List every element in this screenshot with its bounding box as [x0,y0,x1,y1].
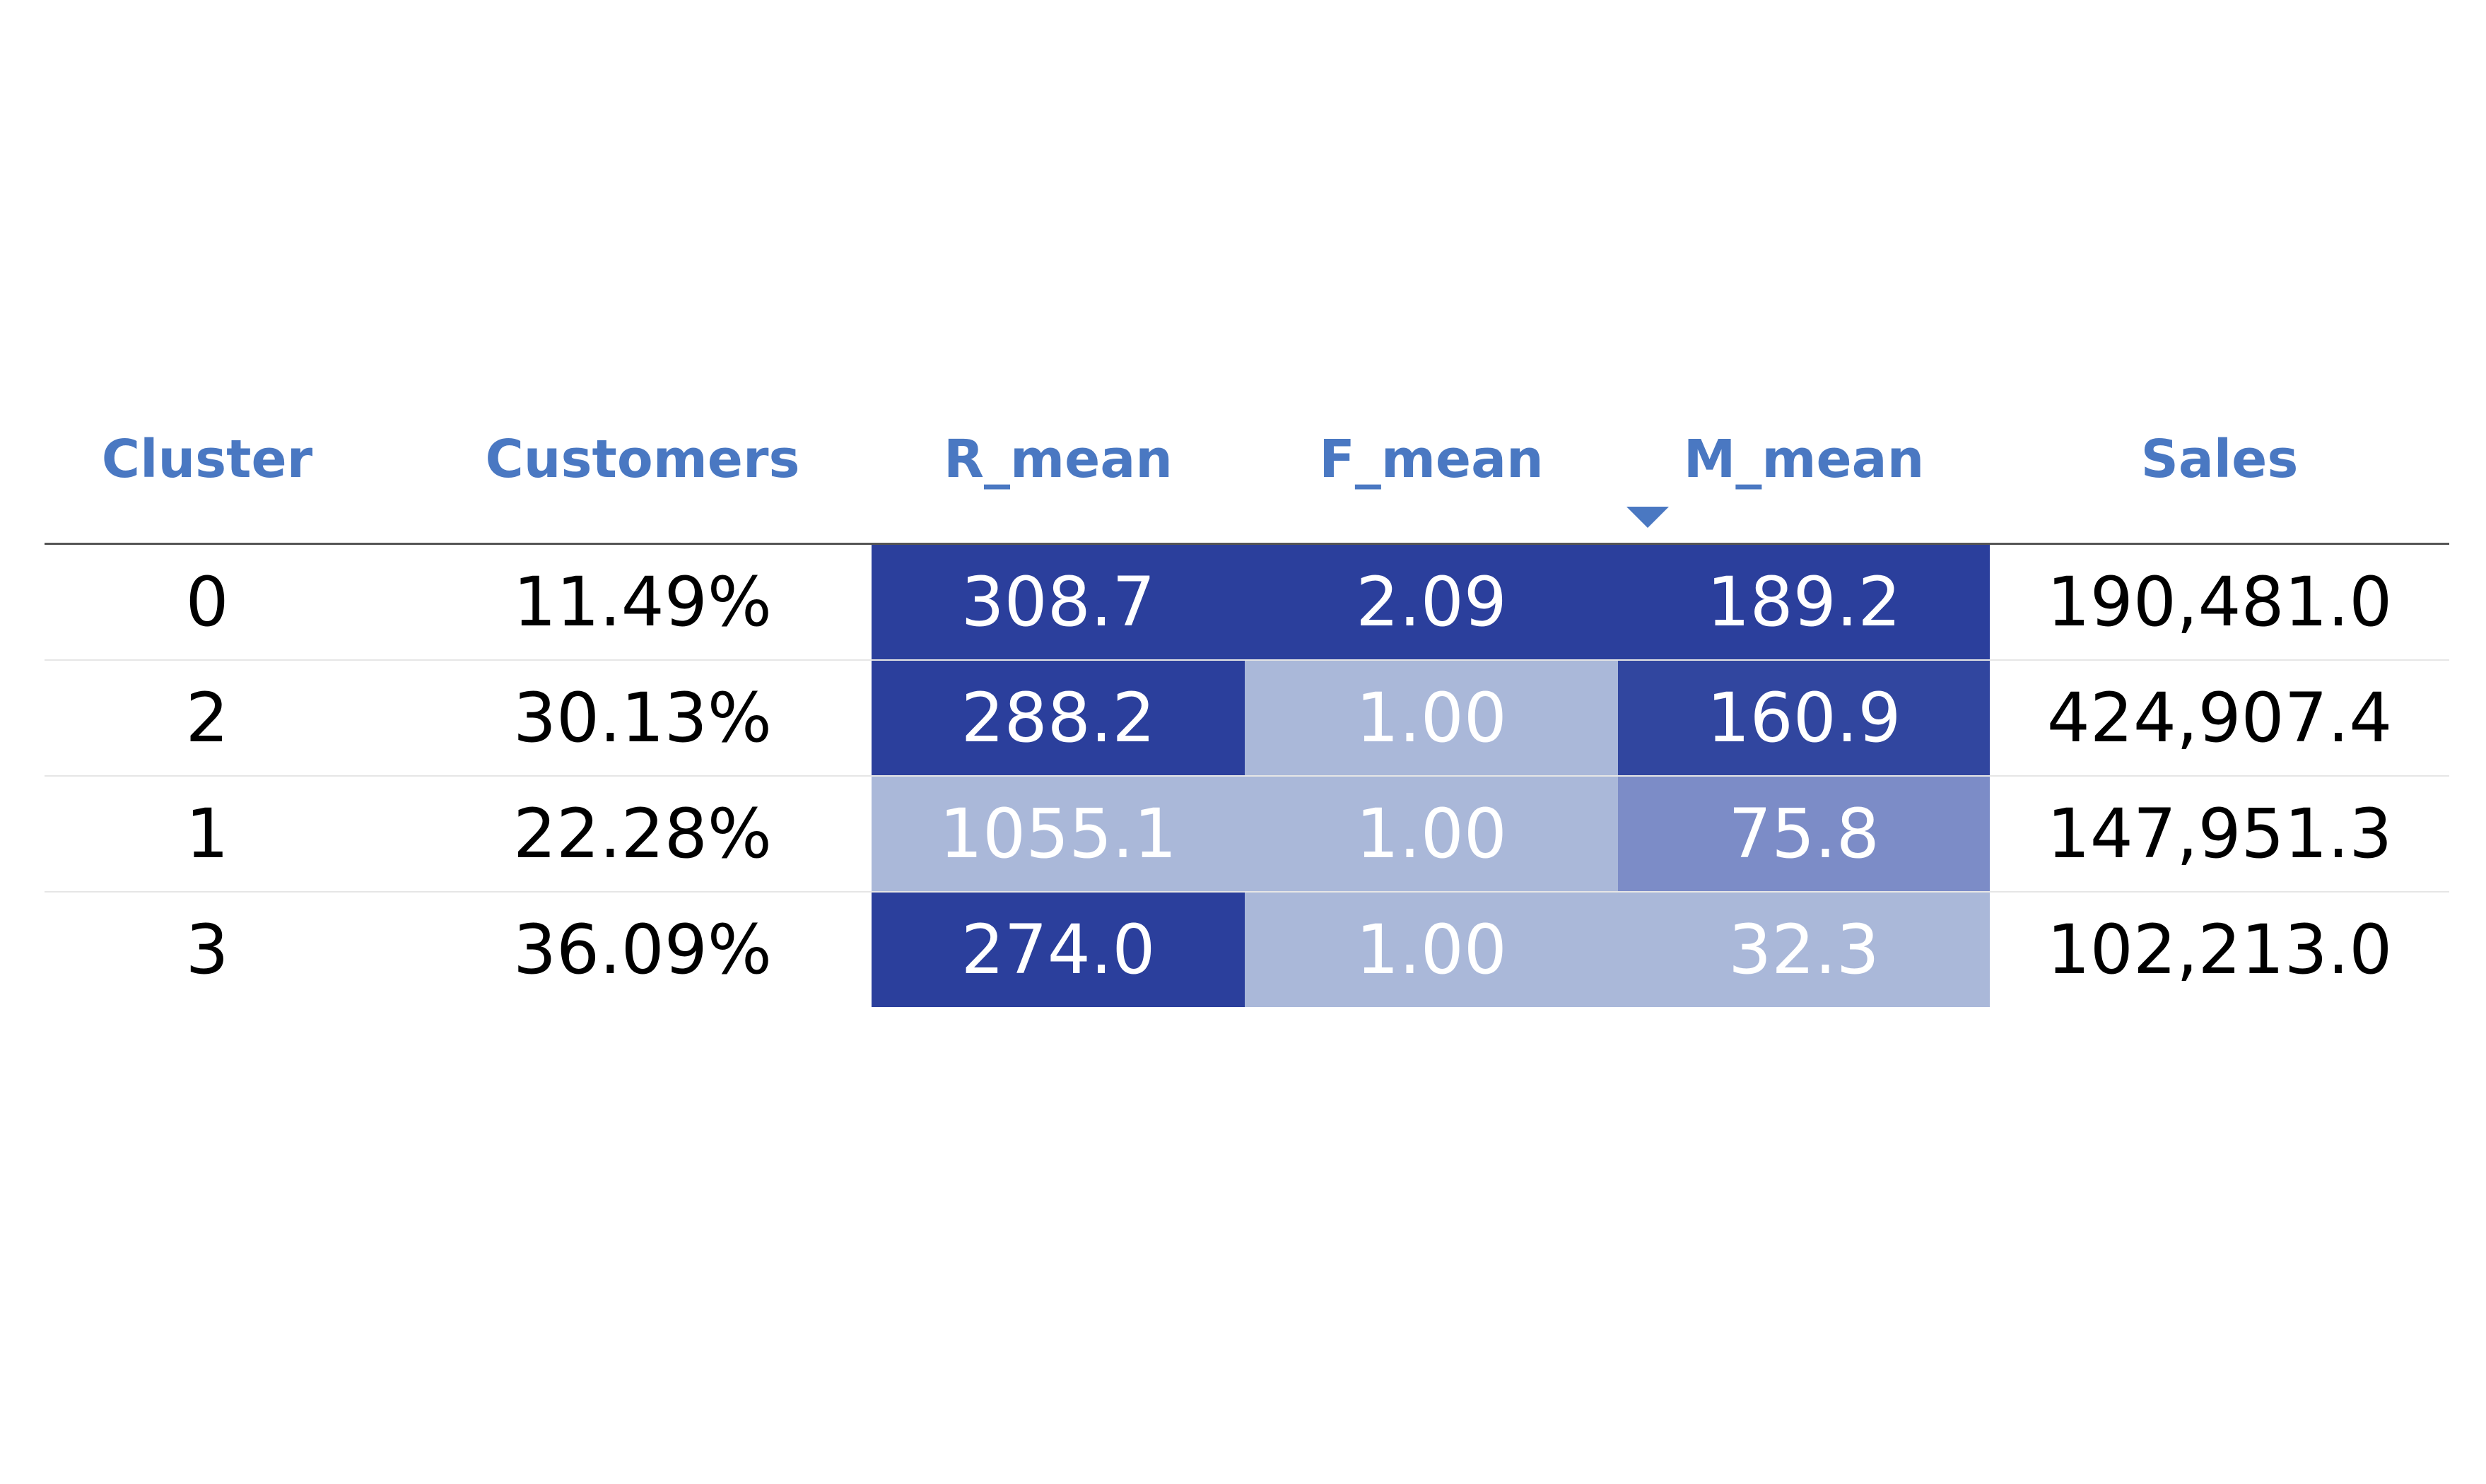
cell-m-mean: 32.3 [1618,893,1990,1007]
cell-cluster: 0 [185,563,229,642]
column-header-f-mean[interactable]: F_mean [1319,429,1544,490]
table-row[interactable]: 2 30.13% 288.2 1.00 160.9 424,907.4 [45,661,2449,777]
cell-sales: 147,951.3 [2046,794,2393,873]
cell-customers: 30.13% [512,678,773,758]
cell-r-mean: 308.7 [872,545,1245,659]
cell-f-mean: 1.00 [1245,777,1618,891]
cell-f-mean: 2.09 [1245,545,1618,659]
rfm-cluster-table: Cluster Customers R_mean F_mean M_mean S… [45,410,2449,1007]
column-header-m-mean[interactable]: M_mean [1683,429,1925,490]
cell-m-mean: 75.8 [1618,777,1990,891]
cell-cluster: 3 [185,910,229,989]
cell-cluster: 1 [185,794,229,873]
column-header-cluster[interactable]: Cluster [101,429,313,490]
sort-descending-icon[interactable] [1626,507,1669,528]
column-header-customers[interactable]: Customers [485,429,800,490]
column-header-r-mean[interactable]: R_mean [944,429,1173,490]
cell-r-mean: 1055.1 [872,777,1245,891]
cell-f-mean: 1.00 [1245,661,1618,775]
cell-sales: 102,213.0 [2046,910,2393,989]
table-row[interactable]: 1 22.28% 1055.1 1.00 75.8 147,951.3 [45,777,2449,893]
cell-f-mean: 1.00 [1245,893,1618,1007]
cell-m-mean: 189.2 [1618,545,1990,659]
cell-r-mean: 274.0 [872,893,1245,1007]
cell-m-mean: 160.9 [1618,661,1990,775]
table-header-row: Cluster Customers R_mean F_mean M_mean S… [45,410,2449,545]
table-body: 0 11.49% 308.7 2.09 189.2 190,481.0 2 30.13% 288… [45,545,2449,1007]
cell-r-mean: 288.2 [872,661,1245,775]
cell-customers: 36.09% [512,910,773,989]
table-row[interactable]: 3 36.09% 274.0 1.00 32.3 102,213.0 [45,893,2449,1007]
cell-cluster: 2 [185,678,229,758]
cell-customers: 22.28% [512,794,773,873]
cell-sales: 190,481.0 [2046,563,2393,642]
cell-customers: 11.49% [512,563,773,642]
table-row[interactable]: 0 11.49% 308.7 2.09 189.2 190,481.0 [45,545,2449,661]
column-header-sales[interactable]: Sales [2140,429,2299,490]
cell-sales: 424,907.4 [2046,678,2393,758]
